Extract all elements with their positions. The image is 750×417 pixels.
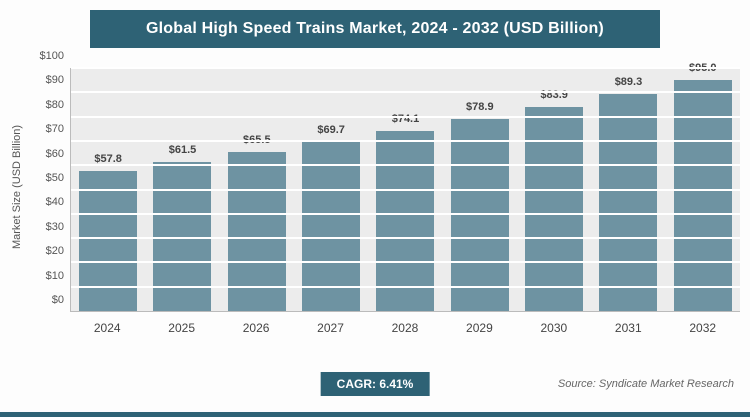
x-tick-label: 2028 <box>391 321 419 335</box>
plot-area: $57.8 $61.5 $65.5 $69.7 $74.1 $78.9 $83.9 $89.3… <box>70 62 740 312</box>
bar-value-label: $61.5 <box>168 143 197 156</box>
bar-value-label: $57.8 <box>94 152 122 165</box>
y-tick-label: $100 <box>39 50 64 62</box>
bar-value-label: $89.3 <box>614 76 643 89</box>
gridline <box>71 237 740 240</box>
bar-value-label: $65.5 <box>243 134 271 146</box>
y-tick-label: $30 <box>45 220 64 233</box>
gridline <box>71 261 740 264</box>
x-tick-label: 2031 <box>614 321 642 335</box>
bar: $65.5 <box>227 134 286 311</box>
bar: $74.1 <box>376 113 435 311</box>
gridline <box>71 164 740 167</box>
x-tick-label: 2024 <box>93 321 121 335</box>
y-tick-label: $40 <box>45 196 64 209</box>
gridline <box>71 188 740 191</box>
bar: $69.7 <box>302 124 361 311</box>
bar-column: $78.9 <box>450 68 509 311</box>
gridline <box>71 285 740 288</box>
x-tick-label: 2027 <box>317 321 344 335</box>
chart-title: Global High Speed Trains Market, 2024 - … <box>90 10 660 48</box>
y-tick-label: $70 <box>45 123 64 136</box>
bar-column: $89.3 <box>599 68 658 311</box>
gridline <box>71 212 740 215</box>
bar-value-label: $78.9 <box>466 101 494 114</box>
gridline <box>71 91 740 94</box>
y-tick-label: $50 <box>45 172 64 184</box>
source-attribution: Source: Syndicate Market Research <box>557 378 734 390</box>
y-tick-label: $20 <box>45 245 64 258</box>
cagr-badge: CAGR: 6.41% <box>320 372 430 396</box>
chart-footer: CAGR: 6.41% Source: Syndicate Market Res… <box>0 372 750 398</box>
x-tick-label: 2026 <box>242 321 270 335</box>
y-axis: $0 $10 $20 $30 $40 $50 $60 $70 $80 $90 $100 <box>28 50 70 312</box>
bar-column: $95.0 <box>673 62 732 311</box>
bar: $95.0 <box>673 62 732 311</box>
bar-value-label: $69.7 <box>317 123 345 136</box>
x-tick-label: 2032 <box>689 321 717 335</box>
y-tick-label: $60 <box>45 147 64 160</box>
gridline <box>71 67 740 69</box>
x-axis: 2024 2025 2026 2027 2028 2029 2030 2031 2032 <box>70 314 740 342</box>
y-tick-label: $0 <box>51 294 64 306</box>
bar-column: $65.5 <box>227 68 286 311</box>
y-axis-title: Market Size (USD Billion) <box>11 124 23 250</box>
x-tick-label: 2029 <box>466 321 493 335</box>
x-tick-label: 2030 <box>540 321 568 335</box>
gridline <box>71 139 740 142</box>
y-tick-label: $80 <box>45 98 64 111</box>
bar-chart: Market Size (USD Billion) $0 $10 $20 $30 $40… <box>10 50 740 342</box>
y-tick-label: $10 <box>45 269 64 282</box>
gridline <box>71 115 740 118</box>
x-tick-label: 2025 <box>168 321 195 335</box>
bars-container: $57.8 $61.5 $65.5 $69.7 $74.1 $78.9 $83.9 $89.3… <box>71 62 740 311</box>
bar: $89.3 <box>599 76 658 311</box>
bar: $78.9 <box>450 101 509 311</box>
y-tick-label: $90 <box>45 74 64 87</box>
bar-column: $74.1 <box>376 68 435 311</box>
bar: $57.8 <box>79 153 138 311</box>
bar: $83.9 <box>525 89 584 311</box>
bar-column: $69.7 <box>302 68 361 311</box>
